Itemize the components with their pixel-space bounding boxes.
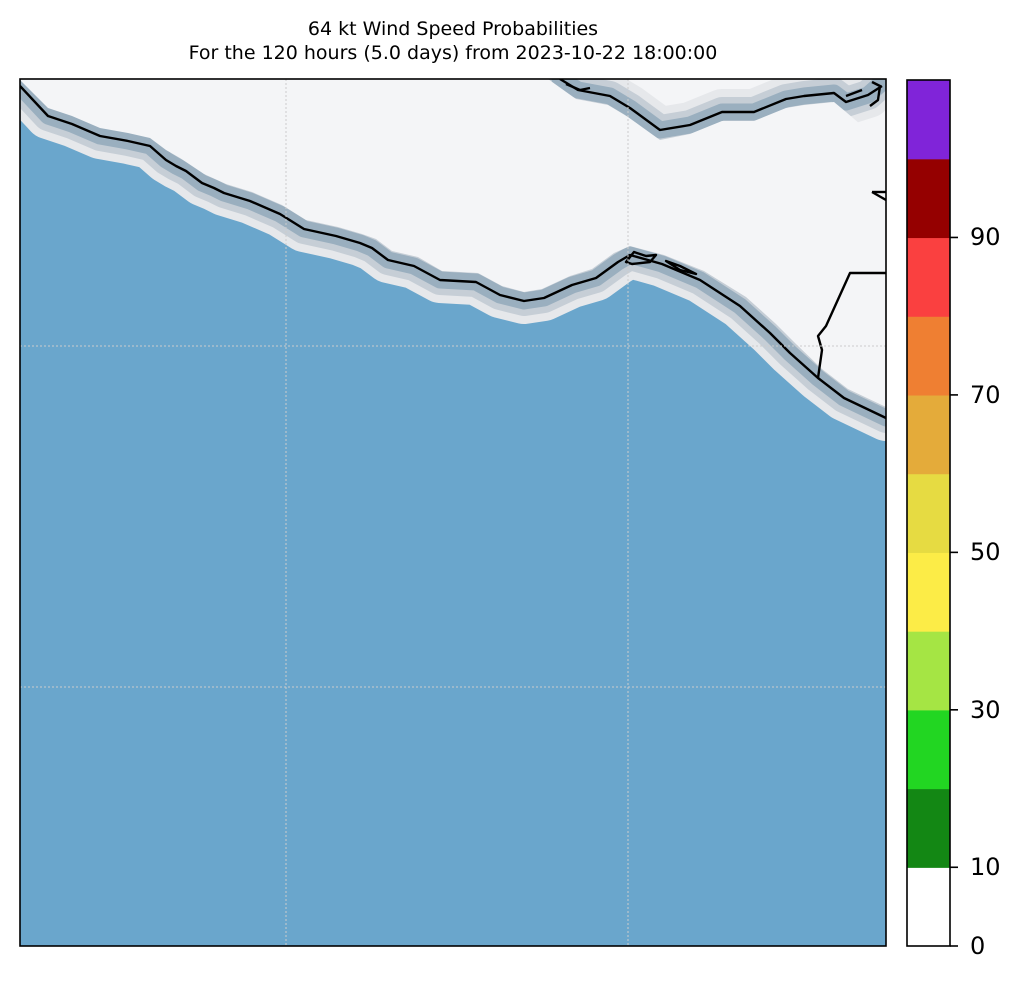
colorbar bbox=[907, 80, 950, 947]
colorbar-tick-label: 50 bbox=[970, 538, 1001, 567]
title-line-1: 64 kt Wind Speed Probabilities bbox=[307, 18, 599, 40]
border-east bbox=[816, 271, 886, 379]
colorbar-bin-20 bbox=[907, 709, 950, 790]
colorbar-tick-label: 70 bbox=[970, 380, 1001, 409]
gridlines bbox=[20, 79, 886, 946]
map-plot-area bbox=[20, 79, 886, 946]
lagoon-east bbox=[664, 259, 698, 276]
title-line-2: For the 120 hours (5.0 days) from 2023-1… bbox=[188, 42, 718, 64]
colorbar-tick-label: 0 bbox=[970, 932, 986, 960]
colorbar-bin-50 bbox=[907, 473, 950, 553]
colorbar-bin-70 bbox=[907, 316, 950, 396]
colorbar-bin-90 bbox=[907, 158, 950, 239]
colorbar-tick-label: 90 bbox=[970, 223, 1001, 252]
island-ne-1 bbox=[565, 82, 591, 92]
colorbar-bin-60 bbox=[907, 394, 950, 475]
island-ne-2 bbox=[845, 88, 863, 98]
coastline-south bbox=[20, 85, 886, 420]
colorbar-bin-100 bbox=[907, 80, 950, 160]
border-ne-2 bbox=[871, 190, 886, 202]
land-north-interior bbox=[20, 79, 886, 407]
colorbar-tick-label: 30 bbox=[970, 695, 1001, 724]
island-ne-3 bbox=[869, 80, 882, 107]
colorbar-bin-30 bbox=[907, 631, 950, 711]
map-title: 64 kt Wind Speed Probabilities For the 1… bbox=[20, 17, 886, 65]
colorbar-bin-0 bbox=[907, 867, 950, 947]
coastlines bbox=[20, 79, 886, 420]
colorbar-tick-label: 10 bbox=[970, 853, 1001, 882]
colorbar-bin-10 bbox=[907, 788, 950, 868]
colorbar-bin-80 bbox=[907, 237, 950, 317]
colorbar-tick-marks bbox=[950, 236, 958, 947]
colorbar-frame bbox=[906, 79, 951, 947]
colorbar-bin-40 bbox=[907, 552, 950, 632]
lagoon-west bbox=[624, 250, 658, 266]
coastline-north bbox=[559, 79, 883, 132]
map-frame bbox=[19, 78, 887, 947]
